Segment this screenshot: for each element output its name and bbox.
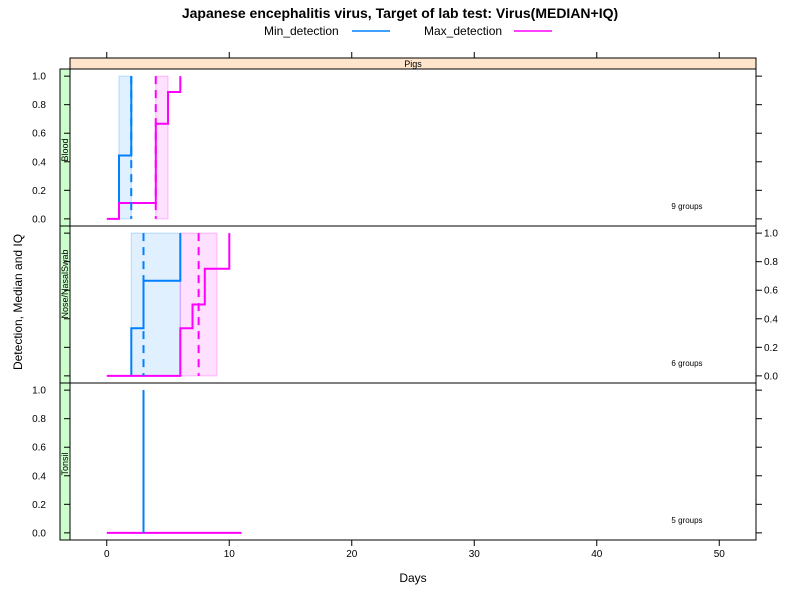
group-count: 5 groups [671,516,702,525]
series-line [106,76,182,220]
y-tick-label: 0.6 [32,129,46,140]
series-line [118,76,133,219]
y-tick-label: 0.4 [764,314,778,325]
x-tick-label: 30 [469,549,481,560]
y-tick-label: 0.8 [32,100,46,111]
iqr-band [118,75,132,220]
panel-tonsil: Tonsil 0.0 0.2 0.4 0.6 0.8 1.0 5 groups [32,382,762,541]
x-axis-title: Days [399,571,426,585]
y-tick-label: 1.0 [32,386,46,397]
side-strip-label: Tonsil [60,452,70,475]
y-tick-label: 0.8 [764,257,778,268]
panel-nose-nasalswab: Nose/NasalSwab 0.0 0.2 0.4 0.6 0.8 1.0 6 groups [59,225,778,384]
y-tick-label: 0.2 [32,186,46,197]
y-tick-label: 1.0 [32,72,46,83]
y-tick-label: 0.4 [32,471,46,482]
x-axis: 0 10 20 30 40 50 [104,52,725,560]
legend-label: Max_detection [424,24,502,38]
group-count: 6 groups [671,359,702,368]
panel-border [69,382,757,541]
y-tick-label: 0.2 [764,343,778,354]
x-tick-label: 40 [591,549,603,560]
y-tick-label: 0.6 [764,286,778,297]
x-tick-label: 50 [714,549,726,560]
legend-label: Min_detection [264,24,339,38]
y-tick-label: 0.2 [32,500,46,511]
panels: Pigs Blood 0.0 0.2 0.4 0.6 0.8 1.0 9 groups Nose/… [32,57,778,541]
y-tick-label: 0.0 [32,214,46,225]
y-tick-label: 0.0 [764,371,778,382]
x-tick-label: 10 [224,549,236,560]
chart-title: Japanese encephalitis virus, Target of l… [182,5,618,21]
panel-blood: Blood 0.0 0.2 0.4 0.6 0.8 1.0 9 groups [32,68,762,227]
y-tick-label: 0.4 [32,157,46,168]
y-axis-title: Detection, Median and IQ [11,234,25,370]
side-strip-label: Nose/NasalSwab [60,249,70,318]
y-tick-label: 0.8 [32,414,46,425]
side-strip-label: Blood [60,138,70,161]
y-tick-label: 1.0 [764,229,778,240]
y-tick-label: 0.0 [32,528,46,539]
legend: Min_detection Max_detection [264,24,552,38]
group-count: 9 groups [671,202,702,211]
x-tick-label: 0 [104,549,110,560]
strip-top-label: Pigs [404,59,422,69]
x-tick-label: 20 [346,549,358,560]
y-tick-label: 0.6 [32,443,46,454]
iqr-band [155,75,169,220]
iqr-band [130,232,181,377]
